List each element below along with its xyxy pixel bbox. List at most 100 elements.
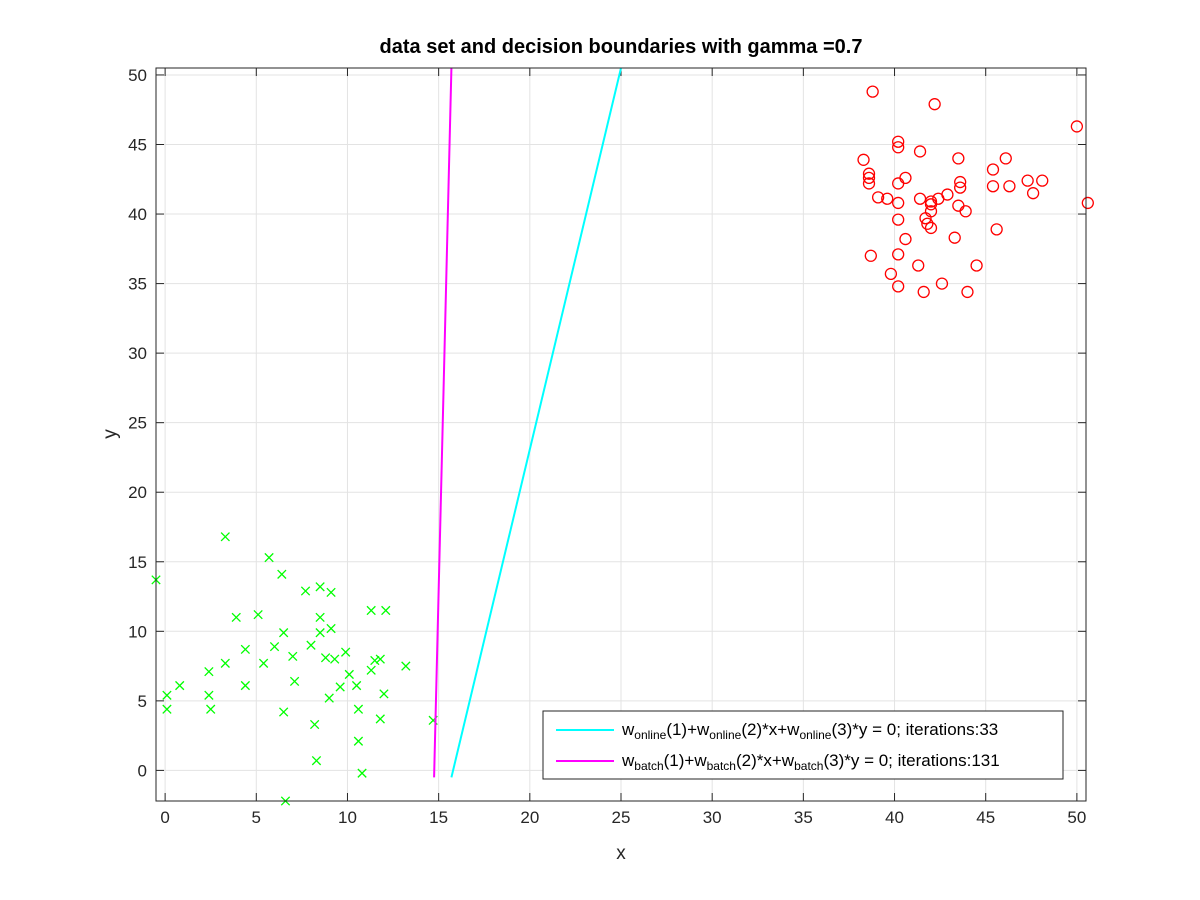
decision-boundaries bbox=[433, 67, 622, 778]
x-marker bbox=[240, 680, 251, 691]
legend-online-s3: online bbox=[799, 728, 831, 742]
o-marker bbox=[948, 231, 961, 244]
class-o-points bbox=[857, 85, 1094, 299]
y-axis-label: y bbox=[100, 429, 121, 439]
boundary-line bbox=[433, 67, 453, 778]
legend-entry-batch: wbatch(1)+wbatch(2)*x+wbatch(3)*y = 0; i… bbox=[621, 751, 1000, 773]
o-marker bbox=[1070, 120, 1084, 133]
o-marker bbox=[862, 177, 876, 190]
o-marker bbox=[866, 85, 879, 98]
o-marker bbox=[924, 195, 938, 208]
x-marker bbox=[300, 586, 311, 596]
x-marker bbox=[264, 552, 274, 563]
x-marker bbox=[324, 693, 334, 703]
x-marker bbox=[344, 669, 354, 680]
x-marker bbox=[366, 665, 376, 675]
y-tick-label: 45 bbox=[128, 135, 147, 154]
x-marker bbox=[269, 641, 280, 652]
y-tick-label: 5 bbox=[138, 692, 147, 711]
o-marker bbox=[884, 267, 898, 281]
o-marker bbox=[986, 163, 1000, 176]
legend-batch-t3: (3)*y = 0; iterations:131 bbox=[823, 751, 999, 770]
x-marker bbox=[311, 756, 322, 766]
x-marker bbox=[175, 680, 185, 691]
x-marker bbox=[231, 612, 241, 623]
o-marker bbox=[892, 135, 905, 148]
legend-batch-t2: (2)*x+w bbox=[736, 751, 795, 770]
y-ticks: 0 5 10 15 20 25 30 35 40 45 50 bbox=[128, 66, 1086, 780]
x-marker bbox=[258, 658, 269, 668]
y-tick-label: 35 bbox=[128, 275, 147, 294]
x-marker bbox=[370, 655, 380, 666]
legend-batch-w1: w bbox=[621, 751, 635, 770]
legend-online-s2: online bbox=[709, 728, 741, 742]
chart-title: data set and decision boundaries with ga… bbox=[380, 36, 863, 58]
o-marker bbox=[917, 285, 930, 299]
x-tick-label: 40 bbox=[885, 808, 904, 827]
x-marker bbox=[315, 582, 325, 592]
o-marker bbox=[862, 167, 876, 180]
legend-batch-s1: batch bbox=[634, 759, 663, 773]
x-marker bbox=[240, 644, 251, 655]
o-marker bbox=[892, 280, 905, 293]
x-marker bbox=[326, 623, 336, 634]
o-marker bbox=[1003, 180, 1016, 193]
x-marker bbox=[335, 682, 345, 692]
x-marker bbox=[353, 704, 364, 714]
o-marker bbox=[961, 285, 974, 299]
o-marker bbox=[892, 213, 905, 226]
x-tick-label: 25 bbox=[612, 808, 631, 827]
x-marker bbox=[309, 719, 320, 730]
o-marker bbox=[970, 259, 983, 272]
y-tick-label: 25 bbox=[128, 414, 147, 433]
x-marker bbox=[162, 704, 172, 714]
x-marker bbox=[351, 680, 362, 691]
x-marker bbox=[306, 640, 316, 650]
o-marker bbox=[912, 259, 925, 272]
o-marker bbox=[919, 212, 932, 225]
x-marker bbox=[220, 532, 230, 542]
x-marker bbox=[206, 704, 216, 714]
o-marker bbox=[899, 232, 912, 246]
x-marker bbox=[366, 605, 376, 616]
x-marker bbox=[253, 609, 263, 620]
o-marker bbox=[862, 171, 876, 185]
o-marker bbox=[921, 217, 934, 230]
x-tick-label: 30 bbox=[703, 808, 722, 827]
x-marker bbox=[375, 714, 385, 724]
legend-online-w1: w bbox=[621, 720, 635, 739]
o-marker bbox=[990, 223, 1003, 236]
o-marker bbox=[871, 191, 885, 204]
x-tick-label: 20 bbox=[520, 808, 539, 827]
x-marker bbox=[278, 707, 289, 717]
y-tick-label: 0 bbox=[138, 761, 147, 780]
y-tick-label: 50 bbox=[128, 66, 147, 85]
x-marker bbox=[357, 768, 367, 778]
o-marker bbox=[881, 192, 894, 205]
o-marker bbox=[959, 205, 972, 218]
y-tick-label: 10 bbox=[128, 622, 147, 641]
o-marker bbox=[954, 175, 967, 189]
y-tick-label: 15 bbox=[128, 553, 147, 572]
o-marker bbox=[892, 177, 905, 190]
o-marker bbox=[1021, 174, 1034, 187]
x-tick-label: 15 bbox=[429, 808, 448, 827]
x-axis-label: x bbox=[616, 843, 626, 864]
x-marker bbox=[204, 666, 214, 677]
legend-online-t2: (2)*x+w bbox=[741, 720, 800, 739]
o-marker bbox=[857, 153, 870, 166]
legend-batch-t1: (1)+w bbox=[664, 751, 708, 770]
x-ticks: 0 5 10 15 20 25 30 35 40 45 50 bbox=[160, 68, 1086, 827]
y-tick-label: 20 bbox=[128, 483, 147, 502]
o-marker bbox=[999, 152, 1012, 165]
x-marker bbox=[204, 690, 214, 700]
o-marker bbox=[892, 248, 905, 261]
legend-batch-s2: batch bbox=[707, 759, 736, 773]
x-marker bbox=[381, 605, 391, 616]
legend: wonline(1)+wonline(2)*x+wonline(3)*y = 0… bbox=[542, 710, 1064, 780]
o-marker bbox=[892, 196, 905, 210]
x-tick-label: 0 bbox=[160, 808, 169, 827]
y-tick-label: 40 bbox=[128, 205, 147, 224]
x-marker bbox=[326, 587, 336, 598]
